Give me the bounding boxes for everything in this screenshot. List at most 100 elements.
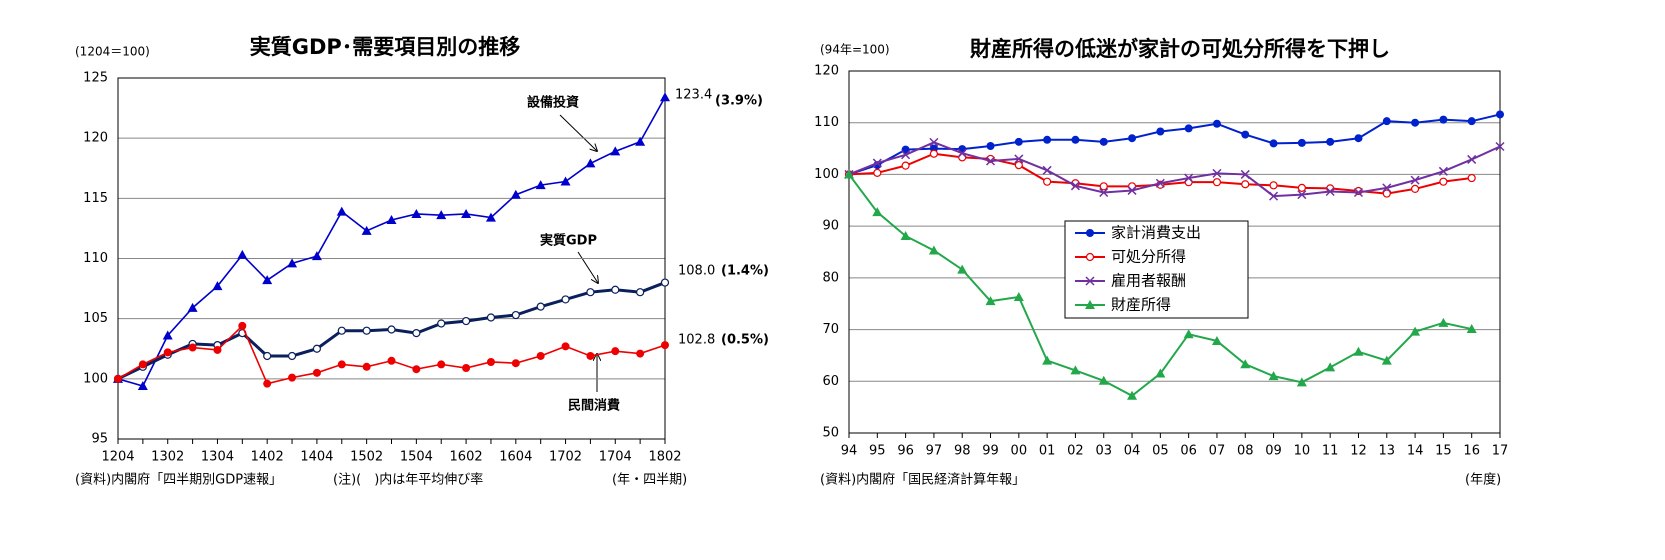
marker [901,161,910,170]
marker [635,136,646,146]
marker [1354,134,1363,143]
marker [163,348,172,357]
marker [437,360,446,369]
marker [1353,346,1364,356]
y-axis-label: (1204＝100) [75,45,150,59]
marker [188,343,197,352]
x-tick-label: 1402 [251,450,284,465]
marker [929,137,939,147]
marker [660,92,670,102]
marker [1410,175,1420,185]
x-tick-label: 02 [1067,444,1084,459]
x-tick-label: 97 [926,444,943,459]
marker [1297,138,1306,147]
x-unit: (年度) [1465,472,1501,488]
marker [560,176,571,186]
marker [1240,359,1251,369]
marker [1382,189,1391,198]
x-tick-label: 1502 [350,450,383,465]
marker [661,341,669,350]
marker [1099,137,1108,146]
marker [412,365,421,374]
x-tick-label: 17 [1492,444,1509,459]
x-tick-label: 14 [1407,444,1424,459]
marker [844,169,854,179]
marker [511,310,520,320]
x-tick-label: 96 [897,444,914,459]
marker [1128,134,1137,143]
marker [462,364,471,373]
legend-label: 可処分所得 [1111,248,1186,266]
marker [114,374,122,383]
marker [986,141,995,150]
marker [387,325,396,334]
marker [660,278,670,287]
marker [361,225,372,235]
marker [1013,291,1024,301]
x-tick-label: 08 [1237,444,1254,459]
marker [1098,375,1109,385]
series [114,321,669,388]
marker [1382,117,1391,126]
marker [486,357,495,366]
marker [1155,368,1166,378]
marker [1099,182,1108,191]
marker [1467,117,1476,126]
x-tick-label: 1504 [400,450,433,465]
series [844,137,1505,201]
marker [585,158,596,168]
x-tick-label: 1602 [450,450,483,465]
x-tick-label: 1604 [499,450,532,465]
marker [1438,317,1449,327]
marker [412,329,421,338]
y-tick-label: 110 [83,251,108,266]
y-tick-label: 80 [822,270,839,285]
marker [1043,177,1052,186]
marker [561,342,570,351]
y-tick-label: 95 [91,432,108,447]
legend-box [1064,220,1249,319]
marker [1014,137,1023,146]
marker [1410,184,1420,194]
marker [1410,326,1421,336]
marker [1439,177,1448,186]
marker [287,351,297,361]
annotation: 108.0 [678,264,715,279]
marker [536,351,545,360]
marker [535,180,546,190]
marker [1156,127,1165,136]
line [848,113,1501,176]
x-tick-label: 1302 [151,450,184,465]
marker [237,249,248,259]
marker [1466,324,1477,334]
marker [873,168,882,177]
marker [1183,329,1194,339]
marker [1467,173,1476,183]
marker [872,158,882,168]
legend-label: 家計消費支出 [1111,224,1201,242]
marker [1495,141,1505,152]
x-tick-label: 99 [982,444,999,459]
y-tick-label: 50 [822,426,839,441]
marker [1085,300,1095,309]
marker [1241,180,1250,189]
series [113,92,670,391]
marker [137,381,148,391]
series [844,169,1477,400]
marker [485,212,496,222]
marker [1212,168,1222,178]
marker [985,296,996,306]
y-tick-label: 110 [814,115,839,130]
y-tick-label: 70 [822,322,839,337]
marker [1085,252,1095,262]
x-tick-label: 94 [841,444,858,459]
marker [1184,124,1193,133]
marker [1269,139,1278,148]
marker [1438,166,1448,176]
x-tick-label: 98 [954,444,971,459]
marker [1241,130,1250,139]
marker [263,379,272,388]
marker [1439,115,1448,124]
marker [461,316,471,326]
x-tick-label: 13 [1379,444,1396,459]
